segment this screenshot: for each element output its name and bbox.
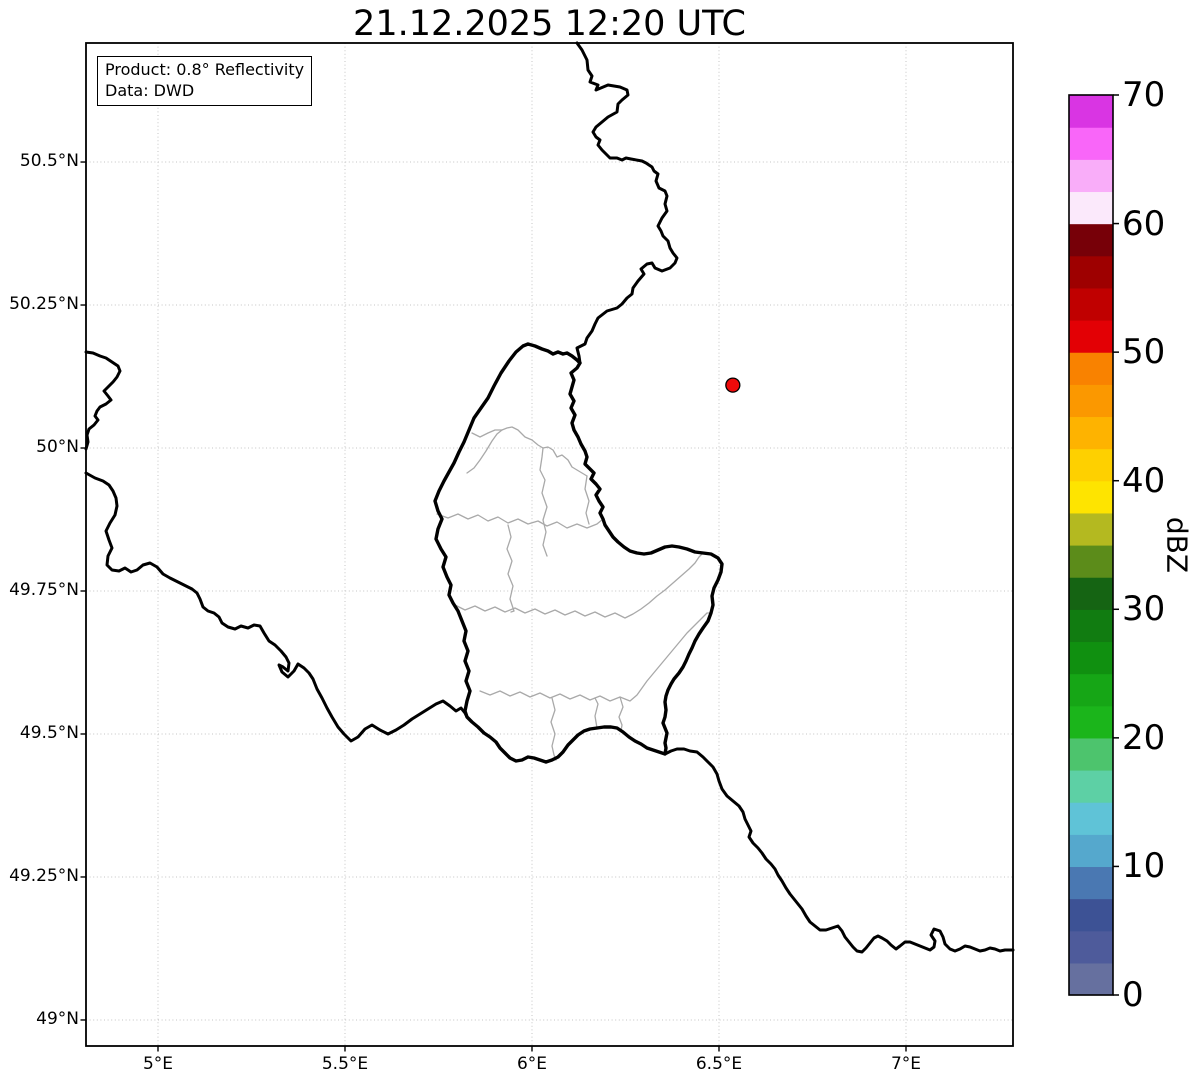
colorbar-band [1069, 577, 1113, 610]
lat-tick-label: 50.5°N [19, 151, 79, 172]
lat-tick-label: 50.25°N [9, 294, 79, 315]
colorbar-tick-label: 10 [1122, 846, 1166, 887]
colorbar [1068, 94, 1119, 996]
colorbar-band [1069, 545, 1113, 578]
admin-border [479, 612, 712, 702]
radar-site-marker [725, 377, 741, 393]
lat-tick-label: 49.75°N [9, 580, 79, 600]
admin-border [594, 697, 599, 729]
lon-tick-label: 7°E [890, 1054, 922, 1074]
country-border [663, 747, 1015, 954]
lat-tick-label: 49°N [36, 1008, 79, 1029]
colorbar-band [1069, 802, 1113, 835]
admin-border [466, 429, 503, 474]
colorbar-tick-label: 0 [1122, 975, 1144, 1015]
colorbar-band [1069, 512, 1113, 546]
admin-border [454, 552, 704, 619]
lat-tick-label: 49.25°N [9, 865, 79, 886]
colorbar-band [1069, 191, 1113, 225]
colorbar-band [1069, 159, 1113, 193]
colorbar-band [1069, 673, 1113, 707]
colorbar-tick-label: 30 [1122, 589, 1166, 630]
colorbar-tick-label: 50 [1122, 332, 1166, 373]
lat-tick-label: 49.5°N [19, 722, 79, 743]
colorbar-tick-label: 40 [1122, 460, 1166, 501]
lon-tick-label: 6°E [516, 1054, 548, 1074]
country-border [575, 41, 679, 365]
colorbar-band [1069, 609, 1113, 643]
colorbar-band [1069, 95, 1113, 128]
colorbar-band [1069, 416, 1113, 450]
colorbar-axis-label: dBZ [1160, 516, 1194, 574]
map-frame [85, 42, 1014, 1047]
colorbar-outline [1068, 94, 1114, 996]
colorbar-band [1069, 898, 1113, 932]
colorbar-band [1069, 641, 1113, 675]
colorbar-band [1069, 320, 1113, 353]
admin-border [618, 696, 624, 732]
colorbar-band [1069, 352, 1113, 385]
colorbar-band [1069, 384, 1113, 418]
colorbar-band [1069, 223, 1113, 257]
country-border [84, 471, 469, 743]
lon-tick-label: 5°E [142, 1054, 174, 1074]
colorbar-band [1069, 866, 1113, 900]
colorbar-band [1069, 962, 1113, 996]
admin-border [539, 447, 548, 557]
admin-border [471, 426, 588, 477]
annotation-product-line: Product: 0.8° Reflectivity [105, 60, 305, 79]
colorbar-band [1069, 448, 1113, 482]
figure-title: 21.12.2025 12:20 UTC [353, 4, 746, 44]
lon-tick-label: 6.5°E [695, 1054, 743, 1074]
colorbar-band [1069, 737, 1113, 771]
map-canvas [80, 41, 1015, 1052]
product-annotation-box: Product: 0.8° Reflectivity Data: DWD [97, 56, 313, 106]
country-border [84, 350, 122, 451]
colorbar-band [1069, 255, 1113, 289]
colorbar-band [1069, 834, 1113, 868]
lon-tick-label: 5.5°E [321, 1054, 369, 1074]
colorbar-band [1069, 705, 1113, 739]
colorbar-band [1069, 287, 1113, 321]
country-border [433, 342, 724, 764]
colorbar-band [1069, 127, 1113, 160]
colorbar-band [1069, 480, 1113, 514]
admin-border [436, 513, 604, 529]
admin-border [584, 475, 590, 525]
annotation-data-line: Data: DWD [105, 81, 195, 100]
admin-border [506, 524, 515, 613]
lat-tick-label: 50°N [36, 437, 79, 457]
colorbar-tick-label: 70 [1122, 75, 1166, 115]
colorbar-band [1069, 770, 1113, 803]
colorbar-tick-label: 20 [1122, 717, 1166, 758]
admin-border [550, 697, 557, 761]
colorbar-tick-label: 60 [1122, 203, 1166, 244]
colorbar-band [1069, 930, 1113, 964]
